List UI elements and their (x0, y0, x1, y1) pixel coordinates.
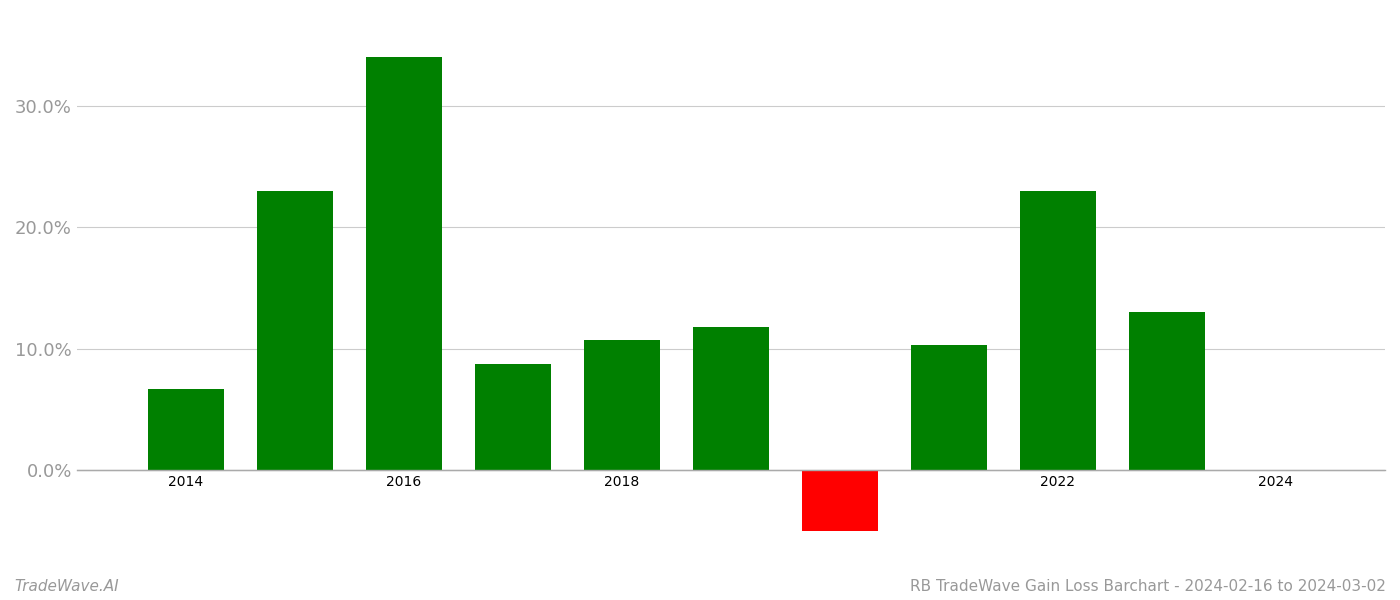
Bar (584, 340, 659, 470)
Bar (256, 191, 333, 470)
Bar (475, 364, 552, 470)
Bar (802, 470, 878, 530)
Bar (911, 345, 987, 470)
Bar (693, 327, 769, 470)
Bar (1019, 191, 1096, 470)
Bar (147, 389, 224, 470)
Text: TradeWave.AI: TradeWave.AI (14, 579, 119, 594)
Bar (365, 58, 442, 470)
Text: RB TradeWave Gain Loss Barchart - 2024-02-16 to 2024-03-02: RB TradeWave Gain Loss Barchart - 2024-0… (910, 579, 1386, 594)
Bar (1128, 312, 1205, 470)
